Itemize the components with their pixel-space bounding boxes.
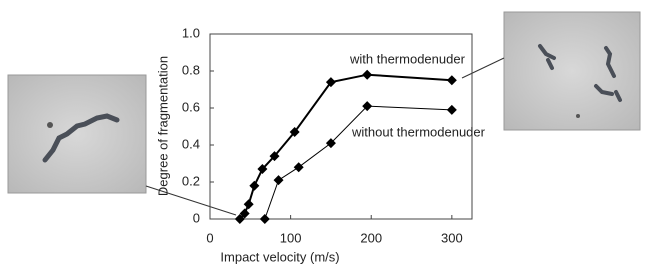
y-axis-title: Degree of fragmentation (155, 56, 170, 196)
x-tick-label: 0 (206, 230, 213, 245)
data-point (294, 162, 304, 172)
figure: Impact velocity (m/s) Degree of fragment… (0, 0, 645, 269)
y-tick-label: 1.0 (182, 25, 200, 40)
legend-label: with thermodenuder (349, 51, 466, 66)
data-point (260, 214, 270, 224)
data-point (362, 70, 372, 80)
data-point (447, 105, 457, 115)
series-line (240, 75, 452, 219)
data-point (274, 175, 284, 185)
data-point (249, 181, 259, 191)
data-point (447, 75, 457, 85)
leader-line (462, 58, 504, 78)
y-tick-label: 0.4 (182, 136, 200, 151)
y-tick-label: 0.8 (182, 62, 200, 77)
y-tick-label: 0.6 (182, 99, 200, 114)
x-tick-label: 200 (360, 230, 382, 245)
left-micrograph (8, 75, 146, 193)
x-tick-label: 300 (441, 230, 463, 245)
y-tick-label: 0 (193, 210, 200, 225)
x-axis-title: Impact velocity (m/s) (220, 249, 339, 264)
x-tick-label: 100 (280, 230, 302, 245)
series-line (265, 106, 452, 219)
legend-label: without thermodenuder (351, 124, 486, 139)
y-tick-label: 0.2 (182, 173, 200, 188)
right-micrograph (504, 12, 640, 130)
data-point (244, 199, 254, 209)
